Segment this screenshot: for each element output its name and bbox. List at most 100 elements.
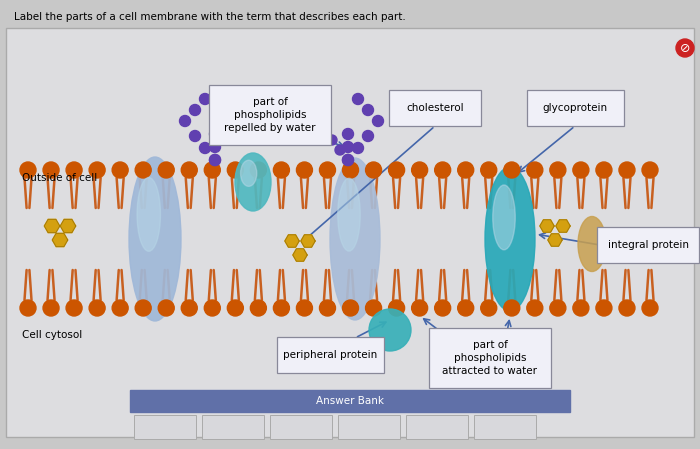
Circle shape — [343, 155, 353, 165]
Ellipse shape — [578, 216, 606, 272]
Circle shape — [20, 300, 36, 316]
Circle shape — [596, 162, 612, 178]
Circle shape — [365, 300, 382, 316]
Circle shape — [527, 162, 542, 178]
Circle shape — [342, 154, 354, 166]
Circle shape — [342, 154, 354, 166]
Circle shape — [504, 162, 520, 178]
Text: Cell cytosol: Cell cytosol — [22, 330, 83, 340]
Circle shape — [112, 300, 128, 316]
FancyBboxPatch shape — [209, 85, 331, 145]
Circle shape — [458, 162, 474, 178]
FancyBboxPatch shape — [6, 28, 694, 437]
Circle shape — [327, 135, 337, 145]
Circle shape — [353, 142, 363, 154]
Circle shape — [296, 300, 312, 316]
Circle shape — [335, 145, 345, 155]
Circle shape — [481, 300, 497, 316]
Text: integral protein: integral protein — [608, 240, 689, 250]
FancyBboxPatch shape — [338, 415, 400, 439]
Ellipse shape — [485, 167, 535, 311]
Text: part of
phospholipids
attracted to water: part of phospholipids attracted to water — [442, 340, 538, 376]
Circle shape — [342, 300, 358, 316]
Circle shape — [481, 162, 497, 178]
Circle shape — [199, 142, 211, 154]
Circle shape — [228, 300, 244, 316]
Circle shape — [596, 300, 612, 316]
Circle shape — [435, 162, 451, 178]
Ellipse shape — [369, 309, 411, 351]
FancyBboxPatch shape — [429, 328, 551, 388]
Circle shape — [204, 162, 220, 178]
Circle shape — [296, 162, 312, 178]
Circle shape — [372, 115, 384, 127]
Circle shape — [66, 300, 82, 316]
Circle shape — [209, 154, 220, 166]
Circle shape — [43, 300, 59, 316]
FancyBboxPatch shape — [202, 415, 264, 439]
Circle shape — [458, 300, 474, 316]
Polygon shape — [301, 235, 315, 247]
Circle shape — [412, 300, 428, 316]
Circle shape — [389, 162, 405, 178]
Circle shape — [319, 125, 329, 135]
Circle shape — [504, 300, 520, 316]
Circle shape — [66, 162, 82, 178]
Circle shape — [363, 131, 374, 141]
Text: glycoprotein: glycoprotein — [542, 103, 608, 113]
Text: Label the parts of a cell membrane with the term that describes each part.: Label the parts of a cell membrane with … — [14, 12, 406, 22]
Text: Outside of cell: Outside of cell — [22, 173, 97, 183]
Ellipse shape — [337, 178, 360, 251]
Polygon shape — [548, 234, 562, 246]
Circle shape — [181, 162, 197, 178]
Polygon shape — [52, 233, 68, 247]
Circle shape — [179, 115, 190, 127]
Text: ⊘: ⊘ — [680, 41, 690, 54]
Circle shape — [251, 162, 267, 178]
Ellipse shape — [129, 157, 181, 321]
Circle shape — [209, 141, 220, 153]
Circle shape — [135, 162, 151, 178]
Circle shape — [135, 300, 151, 316]
Ellipse shape — [493, 185, 515, 250]
Circle shape — [319, 300, 335, 316]
FancyBboxPatch shape — [406, 415, 468, 439]
Circle shape — [89, 300, 105, 316]
Circle shape — [619, 162, 635, 178]
Circle shape — [550, 162, 566, 178]
Polygon shape — [293, 249, 307, 261]
FancyBboxPatch shape — [134, 415, 196, 439]
Circle shape — [274, 162, 289, 178]
Text: cholesterol: cholesterol — [406, 103, 464, 113]
Circle shape — [274, 300, 289, 316]
Ellipse shape — [137, 177, 160, 251]
FancyBboxPatch shape — [276, 337, 384, 373]
Circle shape — [43, 162, 59, 178]
Circle shape — [642, 300, 658, 316]
Circle shape — [342, 162, 358, 178]
Circle shape — [435, 300, 451, 316]
Circle shape — [204, 300, 220, 316]
Circle shape — [342, 128, 354, 140]
Text: Answer Bank: Answer Bank — [316, 396, 384, 406]
Polygon shape — [556, 220, 570, 232]
Circle shape — [676, 39, 694, 57]
Circle shape — [342, 141, 354, 153]
Circle shape — [199, 93, 211, 105]
Text: peripheral protein: peripheral protein — [283, 350, 377, 360]
Circle shape — [573, 300, 589, 316]
Ellipse shape — [235, 153, 271, 211]
Circle shape — [181, 300, 197, 316]
Circle shape — [527, 300, 542, 316]
Polygon shape — [540, 220, 554, 232]
Bar — [130, 390, 570, 412]
Polygon shape — [44, 219, 60, 233]
Circle shape — [89, 162, 105, 178]
FancyBboxPatch shape — [597, 227, 699, 263]
Circle shape — [20, 162, 36, 178]
Circle shape — [190, 105, 200, 115]
Circle shape — [353, 93, 363, 105]
Text: part of
phospholipids
repelled by water: part of phospholipids repelled by water — [224, 97, 316, 133]
Circle shape — [319, 162, 335, 178]
Circle shape — [251, 300, 267, 316]
